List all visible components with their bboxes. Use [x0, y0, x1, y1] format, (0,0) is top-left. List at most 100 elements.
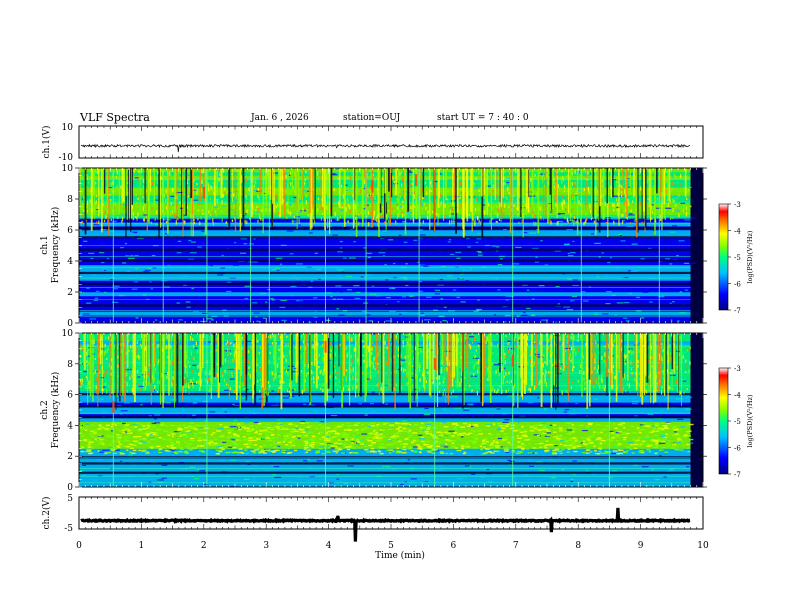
spec-noise: [472, 357, 480, 359]
spec-hf: [310, 369, 313, 375]
spec-hf: [212, 365, 214, 369]
spec-hf: [571, 182, 573, 186]
spec-hf: [551, 351, 553, 355]
spec-noise: [98, 451, 104, 453]
spec-noise: [686, 338, 689, 340]
spec-noise: [320, 449, 327, 451]
spec-hf: [213, 184, 215, 188]
spec-hf: [318, 345, 321, 349]
spec-noise: [298, 211, 302, 213]
spec-hf: [453, 218, 455, 222]
spec-noise: [547, 202, 552, 205]
spec-noise: [497, 427, 502, 430]
spec-noise: [558, 213, 565, 215]
spec-noise: [239, 252, 247, 254]
spec-hf: [337, 344, 339, 349]
spec-noise: [531, 340, 535, 342]
spec-hf: [478, 358, 480, 363]
spec-noise: [383, 336, 386, 338]
spec-hf: [188, 382, 190, 386]
spec-noise: [631, 403, 638, 405]
spec-noise: [655, 479, 660, 481]
spec-hf: [241, 347, 243, 350]
spec-noise: [185, 301, 191, 303]
spec-hf: [382, 208, 384, 213]
spec-noise: [385, 403, 388, 405]
spec-hf: [194, 351, 196, 356]
spec-hf: [367, 345, 369, 349]
spec-hf: [448, 220, 451, 225]
spec-hf: [180, 177, 182, 183]
spec-noise: [594, 312, 599, 314]
spec-hf: [278, 334, 280, 338]
spec-noise: [532, 376, 539, 378]
spec-noise: [141, 441, 147, 443]
spec-noise: [476, 308, 483, 311]
spec-hf: [279, 379, 281, 384]
spec-noise: [197, 246, 202, 248]
spec-hf: [200, 216, 202, 220]
spec-hf: [379, 335, 381, 339]
spec-noise: [202, 268, 209, 270]
spec-hf: [185, 382, 188, 387]
spec-noise: [88, 252, 95, 254]
spec-hf: [285, 190, 287, 195]
spec-noise: [316, 364, 324, 366]
spec-hf: [646, 179, 648, 184]
spec-hf: [680, 174, 682, 179]
spec-hf: [400, 355, 402, 359]
spec-hf: [117, 355, 119, 359]
spec-noise: [375, 431, 382, 433]
spec-noise: [132, 424, 139, 426]
spec-hf: [196, 188, 198, 192]
spec-noise: [407, 213, 410, 216]
spec-hf: [571, 381, 573, 384]
spec-hf: [356, 341, 358, 345]
spec-noise: [149, 281, 152, 283]
spec-hf: [267, 171, 269, 177]
spec-hf: [230, 195, 232, 198]
spec-hf: [134, 215, 137, 218]
spec-hf: [410, 218, 412, 221]
spec-hf: [293, 174, 295, 178]
spec-noise: [559, 440, 565, 442]
spec-hf: [580, 202, 582, 206]
spec-hf: [605, 363, 607, 368]
spec-hf: [419, 378, 421, 382]
spec-hf: [468, 191, 470, 196]
spec-noise: [348, 222, 353, 224]
spec-hf: [621, 375, 624, 379]
spec-hf: [231, 341, 233, 344]
spec-hf: [469, 385, 471, 387]
spec-noise: [282, 313, 287, 315]
spec-hf: [158, 343, 161, 347]
spec-hf: [346, 353, 348, 358]
spec-noise: [456, 296, 461, 298]
spec-noise: [669, 263, 673, 265]
spec-hf: [505, 370, 507, 373]
spec-band: [79, 440, 691, 445]
spec-hf: [427, 335, 430, 340]
spec-hf: [317, 342, 319, 346]
spec-hf: [104, 383, 107, 385]
spec-noise: [685, 396, 693, 398]
spec-hf: [424, 388, 427, 393]
spec-noise: [364, 414, 368, 416]
spec-hf: [622, 387, 624, 390]
spec-hf: [184, 220, 186, 224]
spec-hf: [218, 178, 220, 182]
spec-hf: [317, 197, 320, 201]
spec-noise: [535, 256, 538, 258]
spec-hf: [104, 336, 107, 340]
spec-hf: [189, 388, 191, 391]
spec-noise: [384, 354, 390, 356]
spec-noise: [600, 352, 604, 354]
spec-hf: [345, 379, 348, 382]
spec-noise: [123, 431, 128, 433]
spec-hf: [539, 177, 541, 180]
spec-noise: [439, 278, 444, 281]
spec-hf: [464, 388, 466, 391]
spec-noise: [388, 287, 395, 289]
spec-noise: [350, 376, 357, 379]
spec-hf: [492, 362, 494, 366]
